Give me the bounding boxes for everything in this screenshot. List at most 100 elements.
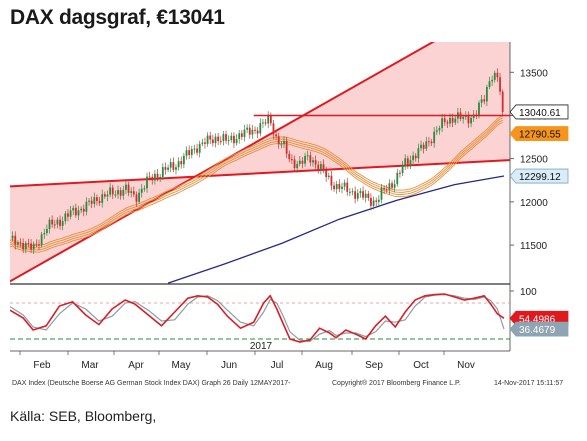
candle-body	[164, 167, 167, 170]
candle-body	[406, 158, 409, 166]
candle-body	[80, 208, 83, 211]
candle	[198, 140, 201, 158]
candle-body	[417, 148, 420, 159]
candle-body	[330, 175, 333, 186]
candle-body	[435, 130, 438, 132]
osc-label-2: 36.4679	[509, 321, 569, 337]
x-tick-label-jun: Jun	[221, 360, 237, 371]
candle	[330, 171, 333, 191]
candle	[201, 138, 204, 147]
candle	[301, 157, 304, 169]
candle	[385, 184, 388, 193]
candle-body	[356, 193, 359, 199]
candle-body	[391, 183, 393, 188]
candle-body	[396, 172, 399, 185]
candle	[467, 111, 470, 128]
osc-label-2-background	[509, 321, 569, 337]
stochastic_signal-line	[10, 293, 505, 343]
candle-body	[467, 115, 470, 124]
footer-copyright: Copyright® 2017 Bloomberg Finance L.P.	[332, 380, 461, 387]
x-axis: Feb Mar Apr May Jun Jul Aug Sep Oct Nov 2017	[19, 341, 475, 371]
candle-body	[240, 133, 243, 137]
candle-body	[198, 143, 201, 153]
candle-body	[206, 135, 209, 144]
candle-body	[85, 201, 88, 212]
candle	[204, 137, 206, 149]
candle	[259, 118, 262, 137]
candle-body	[11, 235, 14, 239]
candle	[30, 238, 32, 253]
candle	[93, 192, 96, 208]
candle-body	[22, 243, 25, 250]
candle-body	[377, 199, 380, 202]
candle-body	[214, 136, 217, 144]
candle	[188, 145, 191, 160]
candle-body	[188, 150, 191, 155]
candle	[470, 115, 472, 128]
candle	[101, 189, 104, 208]
candle	[485, 84, 488, 107]
candle-body	[501, 91, 504, 112]
candle	[319, 161, 322, 175]
candle-body	[325, 170, 328, 178]
candle	[164, 162, 167, 175]
candle-body	[491, 79, 494, 82]
candle	[209, 131, 212, 145]
price-label-1-text: 13040.61	[519, 108, 561, 119]
candle	[264, 118, 267, 126]
candle-body	[64, 213, 67, 222]
candle	[309, 151, 312, 167]
candle	[151, 173, 154, 185]
candle-body	[364, 193, 367, 198]
candle	[396, 168, 399, 187]
candle	[367, 190, 370, 201]
candle-body	[420, 144, 422, 149]
candle	[417, 143, 420, 163]
candle	[132, 186, 135, 198]
candle	[243, 124, 246, 142]
y-tick-label: 12000	[520, 198, 548, 209]
candle-body	[219, 141, 222, 143]
candle-body	[103, 194, 106, 197]
candle-body	[117, 190, 119, 195]
candle-body	[430, 141, 433, 144]
candle	[230, 132, 233, 143]
candle-body	[138, 192, 140, 202]
candle-body	[422, 144, 425, 149]
candle	[246, 124, 249, 134]
candle	[14, 231, 17, 250]
candle	[338, 179, 341, 193]
candle-body	[485, 86, 488, 102]
candle-body	[314, 160, 317, 165]
candle-body	[488, 81, 491, 87]
candle-body	[217, 136, 220, 142]
candle-body	[196, 148, 198, 153]
candle-body	[499, 77, 501, 92]
candle	[98, 196, 101, 206]
candle-body	[48, 219, 51, 230]
candle-body	[362, 191, 364, 198]
candle	[238, 129, 241, 144]
candle-body	[243, 129, 246, 137]
candle	[51, 215, 54, 228]
candle-body	[338, 184, 341, 189]
candle	[214, 133, 217, 148]
candle-body	[275, 134, 278, 137]
candle-body	[193, 148, 196, 150]
candle	[420, 140, 422, 152]
candle-body	[359, 191, 362, 194]
price-panel: 1150012000125001300013500 13040.6112790.…	[10, 42, 569, 351]
candle	[441, 113, 443, 133]
candle-body	[438, 128, 441, 131]
candle-body	[367, 193, 370, 198]
candle	[354, 186, 357, 204]
candle-body	[283, 140, 285, 145]
candle	[380, 184, 383, 204]
candle-body	[449, 117, 451, 124]
osc-label-1-text: 54.4986	[519, 314, 556, 325]
candle-body	[409, 160, 412, 166]
candle	[430, 139, 433, 146]
candle	[280, 140, 283, 149]
candle-body	[72, 207, 75, 211]
candle	[48, 217, 51, 234]
